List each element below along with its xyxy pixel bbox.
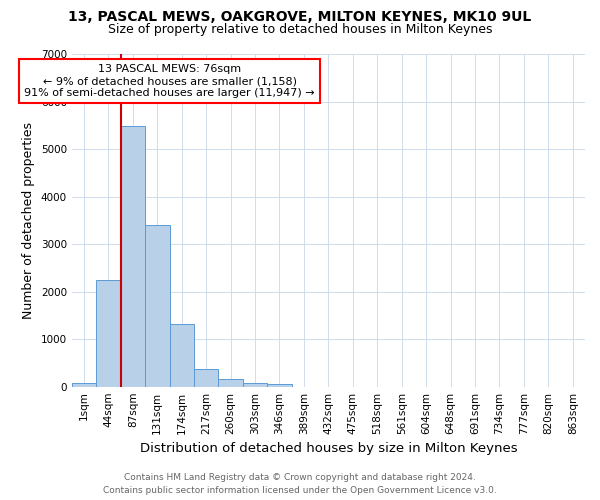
Bar xyxy=(96,280,121,386)
Bar xyxy=(194,368,218,386)
Bar xyxy=(267,384,292,386)
Text: 13, PASCAL MEWS, OAKGROVE, MILTON KEYNES, MK10 9UL: 13, PASCAL MEWS, OAKGROVE, MILTON KEYNES… xyxy=(68,10,532,24)
Text: Contains HM Land Registry data © Crown copyright and database right 2024.
Contai: Contains HM Land Registry data © Crown c… xyxy=(103,474,497,495)
Bar xyxy=(218,380,243,386)
Y-axis label: Number of detached properties: Number of detached properties xyxy=(22,122,35,319)
Bar xyxy=(243,384,267,386)
Bar xyxy=(121,126,145,386)
Text: 13 PASCAL MEWS: 76sqm
← 9% of detached houses are smaller (1,158)
91% of semi-de: 13 PASCAL MEWS: 76sqm ← 9% of detached h… xyxy=(24,64,315,98)
Bar xyxy=(72,383,96,386)
Bar xyxy=(145,225,170,386)
Bar xyxy=(170,324,194,386)
Text: Size of property relative to detached houses in Milton Keynes: Size of property relative to detached ho… xyxy=(108,22,492,36)
X-axis label: Distribution of detached houses by size in Milton Keynes: Distribution of detached houses by size … xyxy=(140,442,517,455)
